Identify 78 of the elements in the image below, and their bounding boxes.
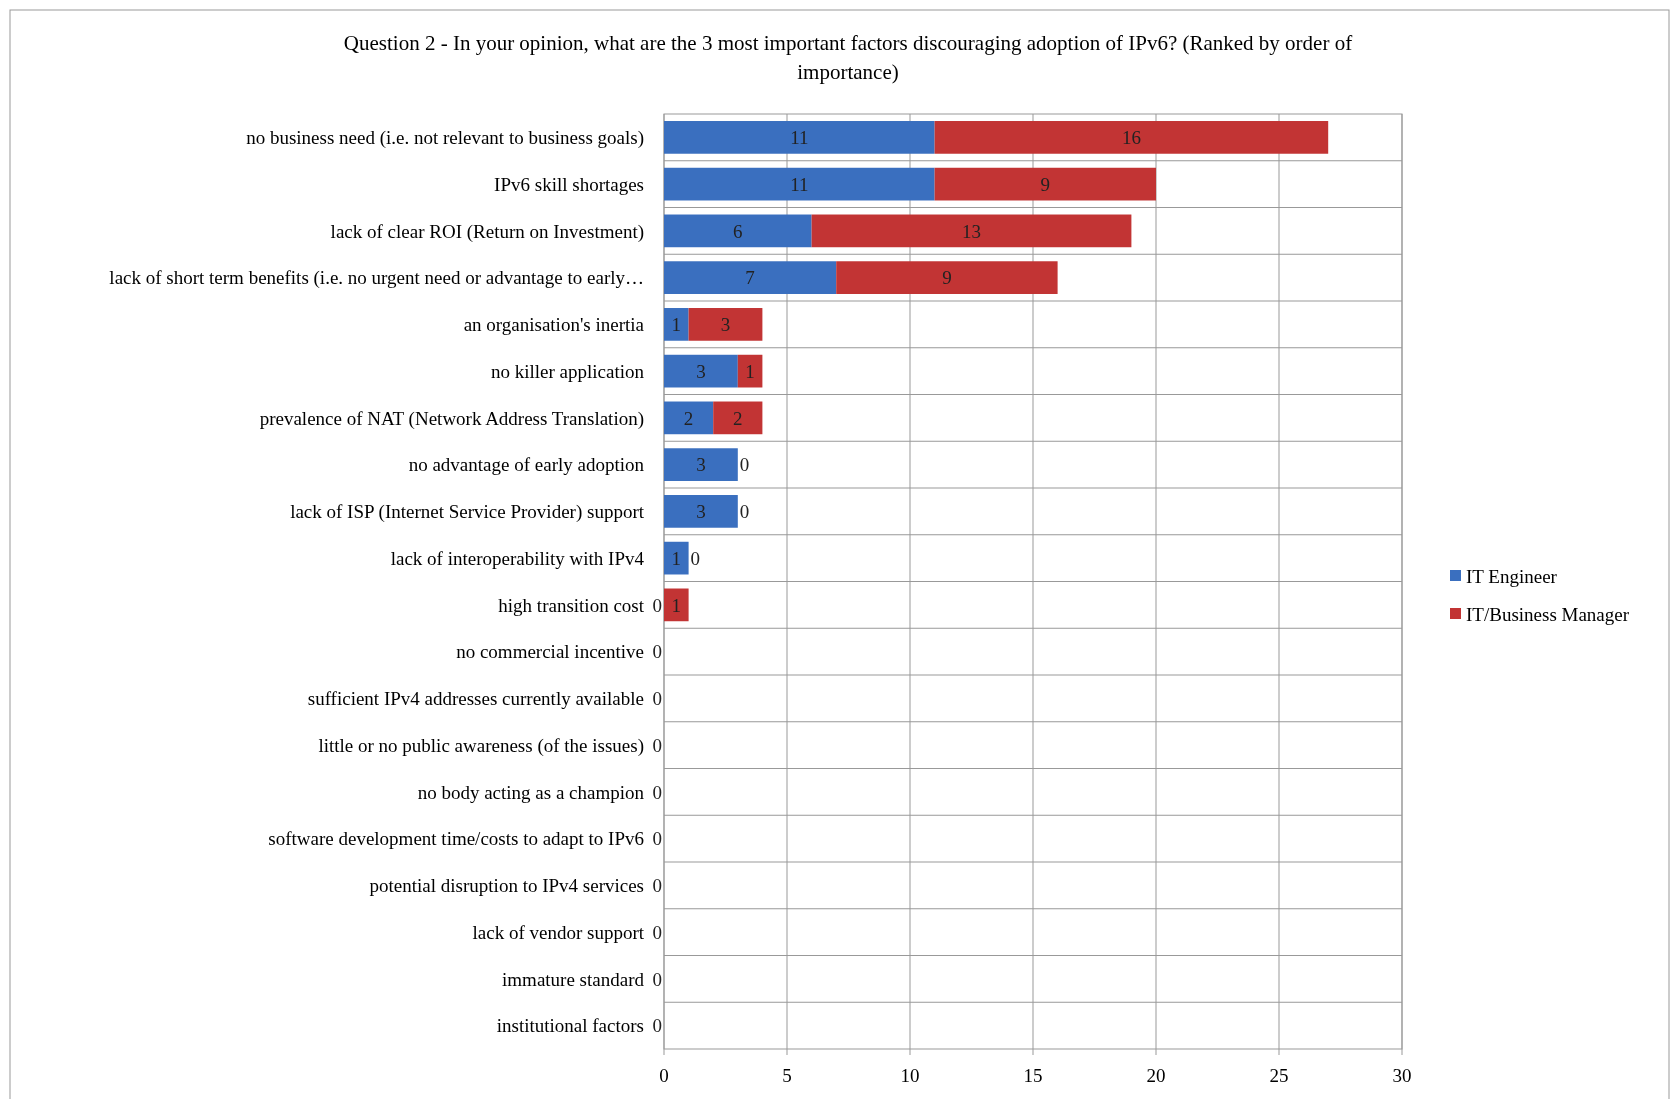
data-label: 11 — [790, 173, 809, 195]
data-label: 1 — [671, 314, 682, 336]
y-tick-label: an organisation's inertia — [463, 314, 645, 336]
data-label: 3 — [696, 360, 706, 382]
data-label: 3 — [696, 454, 706, 476]
data-label: 0 — [739, 454, 750, 476]
x-tick-label: 15 — [1023, 1065, 1043, 1086]
data-label: 0 — [652, 1015, 662, 1037]
bar — [664, 448, 738, 481]
y-tick-label: no advantage of early adoption — [408, 454, 645, 476]
bar — [664, 167, 935, 201]
y-tick-label: no business need (i.e. not relevant to business goals) — [246, 127, 644, 150]
bar — [664, 401, 714, 435]
data-label: 7 — [745, 267, 755, 289]
bar — [713, 401, 763, 435]
bar — [664, 354, 738, 388]
x-tick-label: 30 — [1392, 1065, 1412, 1086]
data-label: 0 — [652, 968, 662, 990]
chart-title: Question 2 - In your opinion, what are the 3 most important factors discouraging adoption of IPv6? (Ranked by order of importance) — [343, 31, 1353, 84]
data-label: 13 — [962, 220, 981, 242]
y-tick-label: little or no public awareness (of the issues) — [318, 734, 644, 757]
data-label: 16 — [1121, 127, 1141, 149]
data-label: 0 — [652, 594, 662, 616]
data-label: 0 — [739, 501, 750, 523]
data-label: 6 — [733, 220, 743, 242]
x-tick-label: 0 — [659, 1065, 669, 1086]
legend-label: IT Engineer — [1466, 565, 1558, 587]
bar — [836, 261, 1058, 294]
x-tick-label: 25 — [1269, 1065, 1289, 1086]
data-label: 9 — [942, 267, 952, 289]
bar — [934, 167, 1156, 201]
y-tick-label: prevalence of NAT (Network Address Translation) — [259, 407, 644, 430]
data-label: 11 — [790, 127, 809, 149]
bar — [811, 214, 1132, 248]
data-label: 0 — [652, 734, 662, 756]
bar — [664, 121, 935, 154]
data-label: 0 — [652, 875, 662, 897]
data-label: 0 — [652, 781, 662, 803]
y-tick-label: no killer application — [490, 360, 645, 382]
data-label: 9 — [1040, 173, 1051, 195]
y-tick-label: IPv6 skill shortages — [494, 173, 644, 195]
y-tick-label: no commercial incentive — [456, 641, 644, 663]
y-tick-label: high transition cost — [498, 594, 645, 616]
data-label: 0 — [690, 547, 701, 569]
y-tick-label: sufficient IPv4 addresses currently available — [307, 688, 644, 710]
data-label: 3 — [696, 501, 706, 523]
data-label: 1 — [671, 547, 682, 569]
x-tick-label: 5 — [782, 1065, 792, 1086]
bar — [934, 121, 1329, 154]
x-tick-label: 20 — [1146, 1065, 1166, 1086]
y-tick-label: potential disruption to IPv4 services — [369, 875, 644, 897]
data-label: 0 — [652, 641, 662, 663]
bar — [664, 541, 689, 575]
data-label: 0 — [652, 688, 662, 710]
y-tick-label: lack of short term benefits (i.e. no urgent need or advantage to early… — [109, 267, 644, 290]
y-tick-label: institutional factors — [496, 1015, 644, 1037]
x-tick-label: 10 — [900, 1065, 920, 1086]
bar — [664, 214, 812, 248]
legend-label: IT/Business Manager — [1466, 603, 1630, 625]
data-label: 2 — [683, 407, 694, 429]
data-label: 1 — [671, 594, 682, 616]
data-label: 2 — [733, 407, 743, 429]
y-tick-label: software development time/costs to adapt to IPv6 — [268, 828, 644, 850]
data-label: 0 — [652, 828, 662, 850]
data-label: 1 — [745, 360, 755, 382]
y-tick-label: lack of clear ROI (Return on Investment) — [330, 220, 644, 243]
y-tick-label: lack of ISP (Internet Service Provider) support — [290, 501, 645, 524]
data-label: 3 — [720, 314, 731, 336]
bar — [688, 308, 763, 341]
data-label: 0 — [652, 921, 662, 943]
y-tick-label: lack of interoperability with IPv4 — [390, 547, 645, 569]
y-tick-label: no body acting as a champion — [417, 781, 645, 803]
bar — [664, 588, 689, 622]
y-tick-label: immature standard — [502, 968, 645, 990]
y-tick-label: lack of vendor support — [472, 921, 645, 943]
bar — [664, 308, 689, 341]
bar — [664, 261, 837, 294]
bar — [664, 495, 738, 528]
